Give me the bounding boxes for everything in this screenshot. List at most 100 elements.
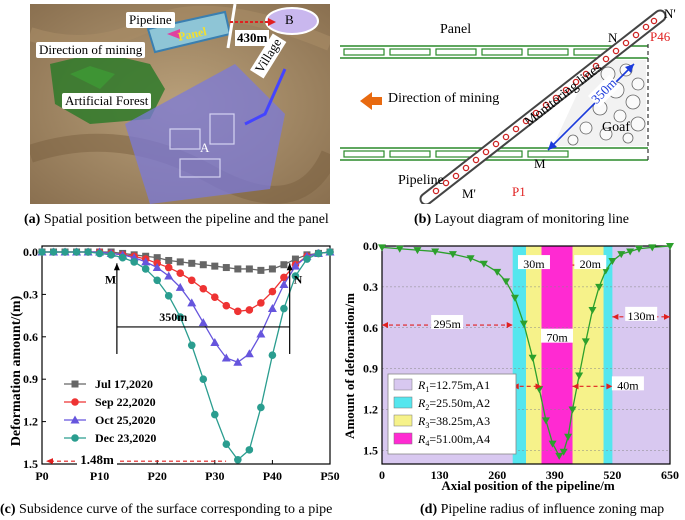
chart-c-data-point [187,276,196,285]
chart-d-dim-70-label-bg [541,328,574,343]
chart-d-data-point [413,247,422,255]
chart-c-data-point [210,337,220,346]
chart-c-data-point [211,293,219,302]
chart-c-data-point [164,292,173,300]
chart-c-ytick-label: 1.5 [23,457,38,471]
chart-d-frame [381,245,671,465]
chart-d-dim-30-label-bg [517,255,550,270]
chart-d-data-point [634,245,643,253]
panel-b-label-pipeline: Pipeline [398,173,444,188]
chart-d-data-point [608,257,617,265]
chart-d-legend-label: R2=25.50m,A2 [417,396,490,412]
panel-a-label-a: A [200,140,210,155]
chart-d-data-point [648,244,657,252]
chart-d-xtick-label: 130 [431,468,449,482]
chart-c-data-point [279,280,289,289]
chart-c-legend-label: Dec 23,2020 [95,431,156,445]
chart-c-ytick-label: 0.9 [23,372,38,386]
chart-c-data-point [175,282,185,291]
chart-d-dim-70-label: 70m [546,331,568,345]
chart-c-max-label: 1.48m [80,452,114,467]
chart-d-data-point [568,406,577,414]
chart-d-data-point [479,260,488,268]
caption-a-tag: (a) [24,212,41,227]
chart-c-data-point [268,265,276,273]
chart-c-legend-marker [71,434,79,442]
panel-b-label-n: N [608,30,618,45]
chart-c-data-point [165,256,173,264]
chart-d-legend-label: R4=51.00m,A4 [417,432,490,448]
chart-c-data-point [141,257,151,266]
chart-c-data-point [164,263,173,272]
caption-b-text: Layout diagram of monitoring line [431,212,630,227]
caption-d-text: Pipeline radius of influence zoning map [437,502,665,517]
caption-d: (d) Pipeline radius of influence zoning … [420,502,664,518]
chart-c-max-arrowhead [46,458,53,465]
chart-c-data-point [187,341,196,350]
chart-d-zone-a4 [541,246,573,464]
chart-c-data-point [72,248,81,256]
chart-c-xtick-label: P20 [148,469,167,483]
chart-d-data-point [575,372,584,380]
chart-d-dim-40-label-bg [611,376,644,391]
chart-c-data-point [314,249,323,258]
pipeline-line [226,4,237,49]
chart-d-dim-65-arrow-right [535,383,542,390]
panel-a-label-distance: 430m [235,30,270,46]
chart-c-data-point [38,248,46,256]
panel-b-label-panel: Panel [440,22,472,37]
chart-d-xtick-label: 0 [379,468,385,482]
chart-c-data-point [211,262,219,270]
caption-c: (c) Subsidence curve of the surface corr… [0,502,332,518]
chart-d-ytick-label: 0.0 [363,239,378,253]
chart-d-data-point [588,307,597,315]
chart-c-data-point [280,261,288,269]
panel-b-layout-diagram [340,9,667,204]
panel-b-label-goaf: Goaf [602,120,630,135]
chart-c-max-label-bg [77,451,117,466]
chart-c-data-point [141,265,150,273]
chart-c-data-point [233,357,243,366]
chart-c-data-point [256,329,266,338]
chart-d-dim-40-label: 40m [617,378,639,392]
chart-c-data-point [257,403,265,412]
chart-c-m-label: M [105,272,116,286]
chart-c-data-point [267,304,277,313]
panel-a-label-pipeline: Pipeline [126,12,175,28]
chart-c-legend-marker [71,398,79,406]
chart-c-data-point [268,351,277,359]
chart-c-ytick-label: 0.0 [23,245,38,259]
chart-c-ytick-label: 0.3 [23,287,38,301]
chart-c-data-point [303,255,311,263]
chart-c-xtick-label: P30 [205,469,224,483]
chart-c-xtick-label: P0 [35,469,48,483]
chart-d-dim-40-arrow-left [572,383,579,390]
panel-b-label-p1: P1 [512,184,526,199]
mining-direction-arrow [360,92,382,110]
chart-c-n-label: N [294,272,303,286]
panel-b-label-m: M [534,156,546,171]
chart-c-data-point [118,253,127,262]
chart-c-data-point [290,261,300,270]
panel-b-label-direction: Direction of mining [388,91,500,106]
chart-c-data-point [280,304,288,313]
chart-d-dim-30-label: 30m [523,257,545,271]
chart-d-data-point [564,433,573,441]
chart-c-legend-label: Oct 25,2020 [95,413,156,427]
chart-d-legend-label: R3=38.25m,A3 [417,414,490,430]
chart-d-data-point [519,320,528,328]
chart-d-ytick-label: 0.9 [363,362,378,376]
chart-d-data-point [595,283,604,291]
chart-c-n-arrowhead [286,263,293,271]
chart-c-data-point [245,306,254,314]
chart-c-data-point [222,301,231,310]
chart-c-legend-label: Sep 22,2020 [95,395,156,409]
chart-c-data-point [234,307,242,316]
chart-c-data-point [61,248,69,256]
chart-c-data-point [153,254,161,262]
chart-c-data-point [257,266,265,274]
chart-d-ytick-label: 1.2 [363,403,378,417]
panel-a-label-direction: Direction of mining [36,42,146,58]
chart-d-legend-swatch [393,396,413,409]
chart-c-ylabel: Deformation amount/(m) [9,295,24,446]
